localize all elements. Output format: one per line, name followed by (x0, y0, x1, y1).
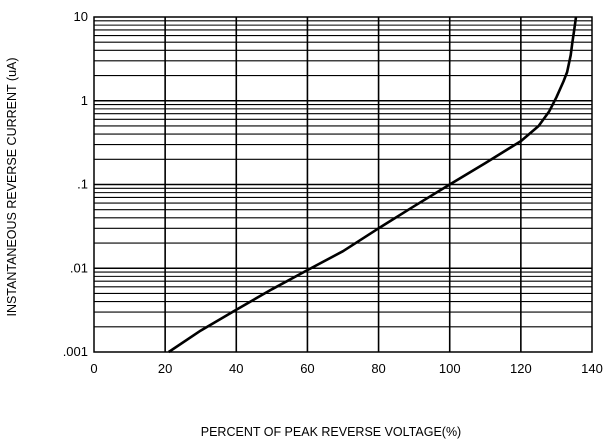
grid (94, 17, 592, 352)
y-tick-label: .01 (70, 260, 88, 275)
y-tick-label: .1 (77, 177, 88, 192)
x-tick-label: 20 (158, 361, 172, 376)
x-tick-label: 120 (510, 361, 532, 376)
x-tick-label: 140 (581, 361, 603, 376)
x-tick-label: 60 (300, 361, 314, 376)
x-tick-label: 80 (371, 361, 385, 376)
x-tick-label: 100 (439, 361, 461, 376)
y-axis-label: INSTANTANEOUS REVERSE CURRENT (uA) (5, 57, 19, 316)
x-tick-label: 40 (229, 361, 243, 376)
x-tick-label: 0 (90, 361, 97, 376)
y-tick-label: .001 (63, 344, 88, 359)
y-tick-labels: .001 .01 .1 1 10 (63, 9, 88, 359)
x-axis-label: PERCENT OF PEAK REVERSE VOLTAGE(%) (201, 425, 461, 439)
y-tick-label: 1 (81, 93, 88, 108)
y-tick-label: 10 (74, 9, 88, 24)
x-tick-labels: 0 20 40 60 80 100 120 140 (90, 361, 602, 376)
